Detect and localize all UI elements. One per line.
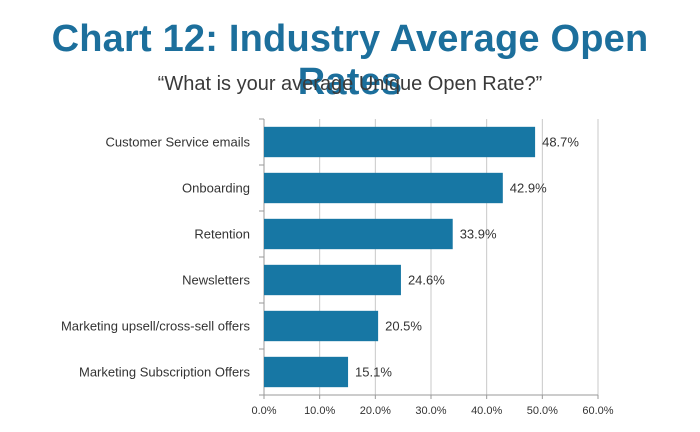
data-label: 48.7% (542, 135, 579, 150)
bar (264, 126, 536, 158)
category-label: Newsletters (182, 273, 250, 288)
bar (264, 218, 453, 250)
x-tick-label: 40.0% (471, 405, 502, 417)
category-label: Marketing Subscription Offers (79, 365, 250, 380)
category-label: Customer Service emails (106, 135, 251, 150)
x-tick-label: 50.0% (527, 405, 558, 417)
x-tick-label: 20.0% (360, 405, 391, 417)
bar (264, 310, 379, 342)
bar (264, 356, 349, 388)
category-label: Marketing upsell/cross-sell offers (61, 319, 251, 334)
x-tick-label: 60.0% (582, 405, 613, 417)
category-label: Retention (194, 227, 250, 242)
data-label: 24.6% (408, 273, 445, 288)
chart-subtitle: “What is your average Unique Open Rate?” (157, 73, 543, 95)
data-label: 20.5% (385, 319, 422, 334)
x-tick-label: 30.0% (415, 405, 446, 417)
data-label: 33.9% (460, 227, 497, 242)
x-tick-label: 0.0% (251, 405, 276, 417)
bar (264, 264, 401, 296)
x-tick-label: 10.0% (304, 405, 335, 417)
data-label: 42.9% (510, 181, 547, 196)
category-label: Onboarding (182, 181, 250, 196)
chart-title: Chart 12: Industry Average Open Rates (51, 18, 649, 103)
data-label: 15.1% (355, 365, 392, 380)
bar (264, 172, 503, 204)
